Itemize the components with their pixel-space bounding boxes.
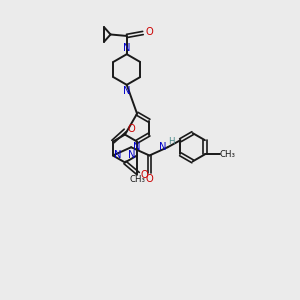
Text: O: O <box>146 26 153 37</box>
Text: H: H <box>168 137 175 146</box>
Text: CH₃: CH₃ <box>219 150 235 159</box>
Text: N: N <box>115 150 122 160</box>
Text: O: O <box>141 170 148 180</box>
Text: N: N <box>123 43 130 53</box>
Text: N: N <box>123 86 130 96</box>
Text: O: O <box>128 124 136 134</box>
Text: O: O <box>146 174 153 184</box>
Text: CH₃: CH₃ <box>129 175 145 184</box>
Text: N: N <box>133 142 140 152</box>
Text: N: N <box>160 142 167 152</box>
Text: N: N <box>128 150 136 160</box>
